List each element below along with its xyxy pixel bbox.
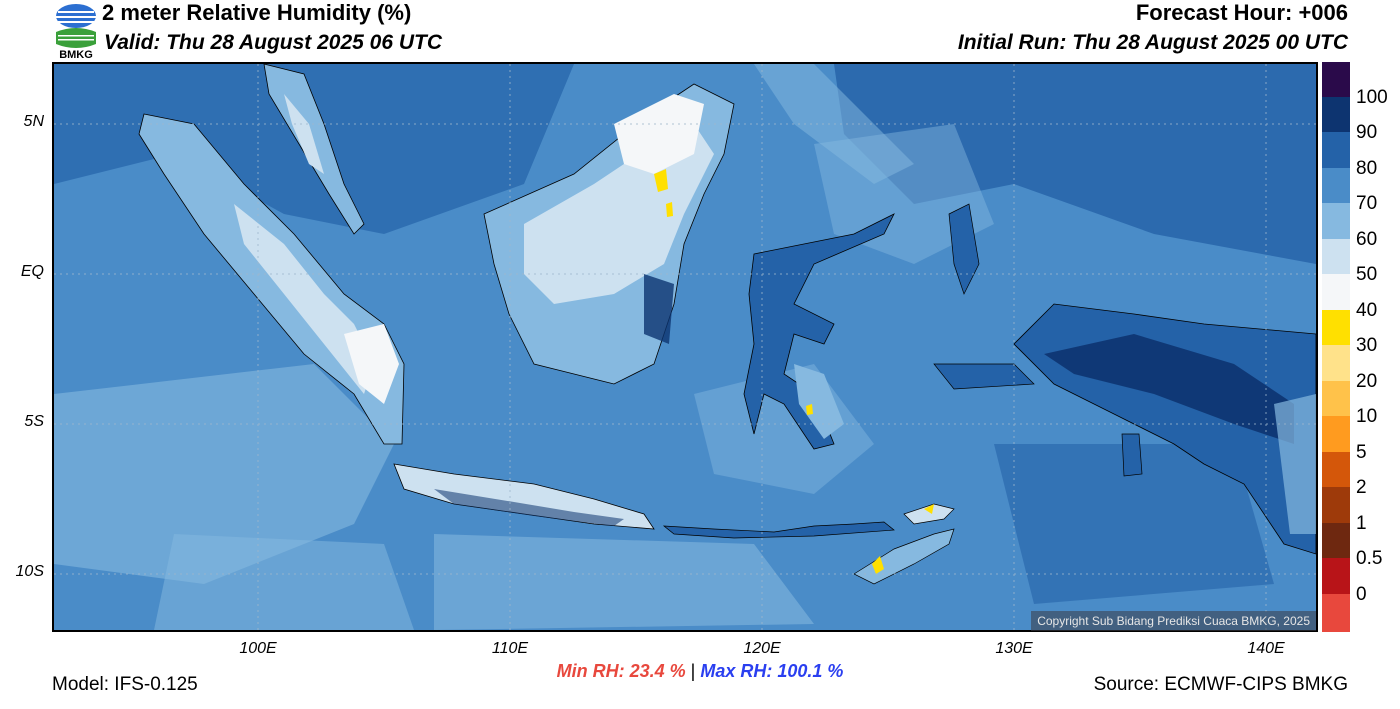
chart-title: 2 meter Relative Humidity (%) xyxy=(102,0,412,25)
max-rh: Max RH: 100.1 % xyxy=(700,661,844,681)
colorbar-swatch xyxy=(1322,523,1350,558)
colorbar-swatch xyxy=(1322,274,1350,310)
lat-label-5n: 5N xyxy=(23,113,44,130)
colorbar-label: 5 xyxy=(1356,442,1367,463)
colorbar-swatch xyxy=(1322,345,1350,381)
colorbar-swatch xyxy=(1322,310,1350,345)
lon-label-120e: 120E xyxy=(743,640,781,657)
lat-label-5s: 5S xyxy=(24,413,44,430)
min-max-readout: Min RH: 23.4 % | Max RH: 100.1 % xyxy=(0,661,1400,682)
colorbar-swatch xyxy=(1322,203,1350,239)
bmkg-logo: BMKG xyxy=(52,2,100,61)
lon-label-110e: 110E xyxy=(491,640,529,657)
colorbar-label: 100 xyxy=(1356,87,1388,108)
colorbar-label: 0.5 xyxy=(1356,548,1383,569)
colorbar-swatch xyxy=(1322,487,1350,523)
lat-label-eq: EQ xyxy=(20,263,44,280)
colorbar-swatch xyxy=(1322,132,1350,168)
map-canvas xyxy=(54,64,1316,630)
colorbar-swatch xyxy=(1322,168,1350,203)
source-label: Source: ECMWF-CIPS BMKG xyxy=(1093,674,1348,695)
colorbar-label: 90 xyxy=(1356,122,1378,143)
logo-text: BMKG xyxy=(59,49,93,60)
colorbar-label: 30 xyxy=(1356,335,1378,356)
copyright-notice: Copyright Sub Bidang Prediksi Cuaca BMKG… xyxy=(1031,611,1316,631)
colorbar-swatch xyxy=(1322,239,1350,274)
colorbar-swatch xyxy=(1322,594,1350,632)
colorbar-swatch xyxy=(1322,558,1350,594)
valid-time: Valid: Thu 28 August 2025 06 UTC xyxy=(104,31,443,54)
colorbar-swatch xyxy=(1322,381,1350,416)
colorbar-label: 60 xyxy=(1356,229,1378,250)
colorbar-label: 0 xyxy=(1356,584,1367,605)
min-rh: Min RH: 23.4 % xyxy=(556,661,686,681)
humidity-map xyxy=(52,62,1318,632)
colorbar-swatch xyxy=(1322,416,1350,452)
colorbar-label: 10 xyxy=(1356,406,1378,427)
colorbar-label: 2 xyxy=(1356,477,1367,498)
initial-run: Initial Run: Thu 28 August 2025 00 UTC xyxy=(957,31,1348,54)
colorbar-label: 70 xyxy=(1356,193,1378,214)
colorbar-label: 80 xyxy=(1356,158,1378,179)
model-label: Model: IFS-0.125 xyxy=(52,674,198,695)
colorbar-swatch xyxy=(1322,97,1350,132)
minmax-separator: | xyxy=(690,661,696,681)
colorbar-label: 40 xyxy=(1356,300,1378,321)
lat-label-10s: 10S xyxy=(15,563,44,580)
colorbar-label: 1 xyxy=(1356,513,1367,534)
colorbar-swatch xyxy=(1322,62,1350,97)
colorbar-label: 50 xyxy=(1356,264,1378,285)
forecast-hour: Forecast Hour: +006 xyxy=(1135,0,1348,25)
lon-label-140e: 140E xyxy=(1247,640,1285,657)
lon-label-130e: 130E xyxy=(995,640,1033,657)
colorbar-label: 20 xyxy=(1356,371,1378,392)
lon-label-100e: 100E xyxy=(239,640,277,657)
colorbar-swatch xyxy=(1322,452,1350,487)
